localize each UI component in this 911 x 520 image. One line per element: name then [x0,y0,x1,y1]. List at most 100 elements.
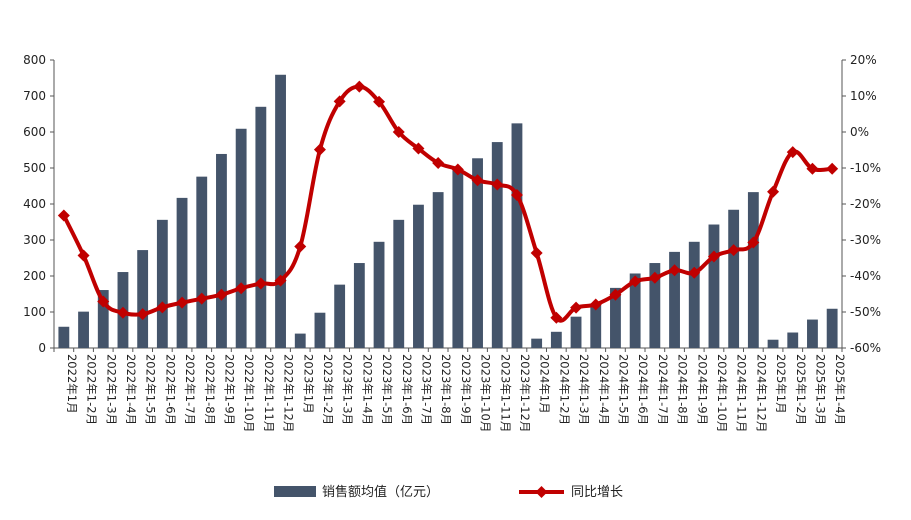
x-tick-label: 2023年1-4月 [360,354,374,425]
x-tick-label: 2023年1-10月 [479,354,493,432]
x-tick-label: 2023年1-5月 [380,354,394,425]
x-tick-label: 2024年1-3月 [577,354,591,425]
growth-point [77,249,90,262]
growth-point [570,301,583,314]
x-tick-label: 2022年1-7月 [183,354,197,425]
growth-point [235,282,248,295]
left-tick-label: 500 [23,161,46,175]
left-tick-label: 200 [23,269,46,283]
bar [472,158,483,348]
left-tick-label: 0 [38,341,46,355]
bar [688,241,700,348]
legend: 销售额均值（亿元） 同比增长 [274,484,623,500]
x-tick-label: 2024年1-10月 [715,354,729,432]
x-tick-label: 2024年1-9月 [695,354,709,425]
x-tick-label: 2024年1-8月 [676,354,690,425]
growth-point [530,246,543,259]
growth-point [392,126,405,138]
growth-point [195,292,208,305]
bar [511,123,523,348]
x-tick-label: 2022年1-8月 [203,354,217,425]
growth-point [629,275,642,288]
growth-point [176,296,189,309]
bar [590,303,602,348]
left-tick-label: 600 [23,125,46,139]
growth-point [609,288,622,301]
growth-point [373,95,386,108]
bar [728,209,740,348]
x-tick-label: 2024年1-11月 [735,354,749,432]
bar [353,263,365,348]
x-tick-label: 2023年1-2月 [321,354,335,425]
growth-point [451,163,464,176]
x-tick-label: 2023年1-9月 [459,354,473,425]
x-tick-label: 2023年1月 [301,354,315,414]
left-tick-label: 400 [23,197,46,211]
axes [53,60,843,352]
legend-bar-swatch [274,486,316,497]
bar [610,287,621,348]
growth-point [806,162,819,175]
bar [334,284,346,348]
x-tick-label: 2024年1-12月 [754,354,768,432]
x-tick-label: 2023年1-11月 [498,354,512,432]
bar [491,142,503,348]
bar [649,263,661,348]
growth-point [274,274,287,287]
x-tick-label: 2022年1-6月 [163,354,177,425]
right-y-axis-ticks: -60% -50% -40% -30% -20% -10% 0% 10% 20% [842,53,881,355]
x-tick-label: 2024年1-7月 [656,354,670,425]
growth-point [353,80,366,93]
bar [531,338,543,348]
x-tick-label: 2022年1-4月 [124,354,138,425]
bar [807,319,818,348]
x-tick-label: 2023年1-3月 [341,354,355,425]
x-tick-label: 2024年1-5月 [616,354,630,425]
growth-point [156,301,169,314]
x-tick-label: 2025年1-4月 [833,354,847,425]
bar [235,128,247,348]
x-tick-label: 2023年1-12月 [518,354,532,432]
growth-point [432,156,445,169]
left-tick-label: 100 [23,305,46,319]
growth-point [136,308,149,321]
legend-line-label: 同比增长 [571,485,623,500]
legend-bar-label: 销售额均值（亿元） [322,484,439,500]
right-tick-label: 10% [850,89,877,103]
legend-diamond-icon [535,486,548,498]
growth-point [97,295,110,308]
growth-point [294,240,307,253]
right-tick-label: 20% [850,53,877,67]
bar [176,197,188,348]
left-tick-label: 700 [23,89,46,103]
growth-point [727,244,740,257]
growth-point [471,174,484,187]
x-tick-label: 2022年1-2月 [85,354,99,425]
bar [747,192,759,348]
left-tick-label: 300 [23,233,46,247]
right-tick-label: 0% [850,125,869,139]
growth-point [412,142,425,155]
bar [294,333,306,348]
left-tick-label: 800 [23,53,46,67]
x-tick-label: 2023年1-6月 [400,354,414,425]
bar [767,339,779,348]
x-tick-label: 2024年1月 [538,354,552,414]
right-tick-label: -40% [850,269,881,283]
bar [97,290,109,348]
bar [196,176,208,348]
bar [137,250,149,348]
bar [393,219,405,348]
growth-point [668,264,681,277]
x-tick-label: 2024年1-6月 [636,354,650,425]
bar [708,224,720,348]
bar [826,308,838,348]
growth-point [491,178,504,191]
bar [550,331,562,348]
x-tick-label: 2023年1-7月 [419,354,433,425]
x-tick-label: 2022年1-3月 [104,354,118,425]
x-tick-label: 2022年1-11月 [262,354,276,432]
bar [452,170,464,348]
growth-point [254,277,267,290]
